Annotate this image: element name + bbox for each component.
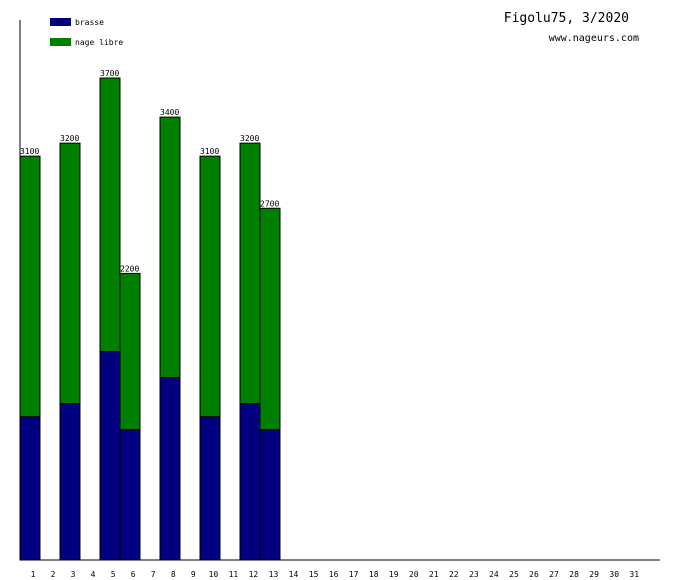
value-label-day-1: 3100 [20, 147, 39, 156]
value-label-day-10: 3100 [200, 147, 219, 156]
bar-nage-libre-day-10 [199, 155, 221, 418]
x-tick-label: 30 [609, 570, 619, 579]
bar-nage-libre-day-13 [259, 207, 281, 431]
bar-brasse-day-10 [199, 416, 221, 561]
site-url: www.nageurs.com [549, 33, 639, 44]
x-tick-label: 27 [549, 570, 559, 579]
x-tick-labels: 1 2 3 4 5 6 7 8 9 10 11 12 13 14 15 16 17 18 19 20 21 22 23 24 2… [31, 570, 640, 579]
x-tick-label: 21 [429, 570, 439, 579]
legend-label-nage-libre: nage libre [75, 38, 123, 47]
x-tick-label: 13 [269, 570, 279, 579]
legend-swatch-nage-libre [50, 38, 71, 46]
bar-nage-libre-day-6 [119, 272, 141, 431]
value-label-day-12: 3200 [240, 134, 259, 143]
value-labels-layer: 3100 3200 3700 2200 3400 3100 3200 2700 [20, 69, 279, 273]
x-tick-label: 8 [171, 570, 176, 579]
x-tick-label: 11 [229, 570, 239, 579]
legend-swatch-brasse [50, 18, 71, 26]
x-tick-label: 4 [91, 570, 96, 579]
legend-label-brasse: brasse [75, 18, 104, 27]
x-tick-label: 1 [31, 570, 36, 579]
bar-brasse-day-12 [239, 403, 261, 561]
x-tick-label: 23 [469, 570, 479, 579]
bar-nage-libre-day-1 [19, 155, 41, 418]
x-tick-label: 19 [389, 570, 399, 579]
x-tick-label: 9 [191, 570, 196, 579]
bar-brasse-day-6 [119, 429, 141, 561]
x-tick-label: 18 [369, 570, 379, 579]
x-tick-label: 29 [589, 570, 599, 579]
bar-nage-libre-day-3 [59, 142, 81, 405]
value-label-day-13: 2700 [260, 199, 279, 208]
value-label-day-8: 3400 [160, 108, 179, 117]
x-tick-label: 7 [151, 570, 156, 579]
x-tick-label: 12 [249, 570, 259, 579]
value-label-day-6: 2200 [120, 264, 139, 273]
x-tick-label: 5 [111, 570, 116, 579]
value-label-day-3: 3200 [60, 134, 79, 143]
bar-brasse-day-13 [259, 429, 281, 561]
bar-brasse-day-3 [59, 403, 81, 561]
bar-brasse-day-1 [19, 416, 41, 561]
x-tick-label: 28 [569, 570, 579, 579]
x-tick-label: 20 [409, 570, 419, 579]
x-tick-label: 17 [349, 570, 359, 579]
x-tick-label: 26 [529, 570, 539, 579]
x-tick-label: 3 [71, 570, 76, 579]
value-label-day-5: 3700 [100, 69, 119, 78]
x-tick-label: 2 [51, 570, 56, 579]
x-tick-label: 22 [449, 570, 459, 579]
x-tick-label: 15 [309, 570, 319, 579]
x-tick-label: 24 [489, 570, 499, 579]
bar-nage-libre-day-12 [239, 142, 261, 405]
x-tick-label: 16 [329, 570, 339, 579]
x-tick-label: 25 [509, 570, 519, 579]
x-tick-label: 31 [629, 570, 639, 579]
bar-nage-libre-day-5 [99, 77, 121, 353]
bar-brasse-day-8 [159, 377, 181, 561]
chart-title: Figolu75, 3/2020 [504, 11, 629, 26]
x-tick-label: 10 [209, 570, 219, 579]
x-tick-label: 14 [289, 570, 299, 579]
bar-nage-libre-day-8 [159, 116, 181, 379]
legend: brasse nage libre [50, 18, 123, 47]
x-tick-label: 6 [131, 570, 136, 579]
bar-brasse-day-5 [99, 351, 121, 561]
bars-layer [19, 77, 281, 561]
